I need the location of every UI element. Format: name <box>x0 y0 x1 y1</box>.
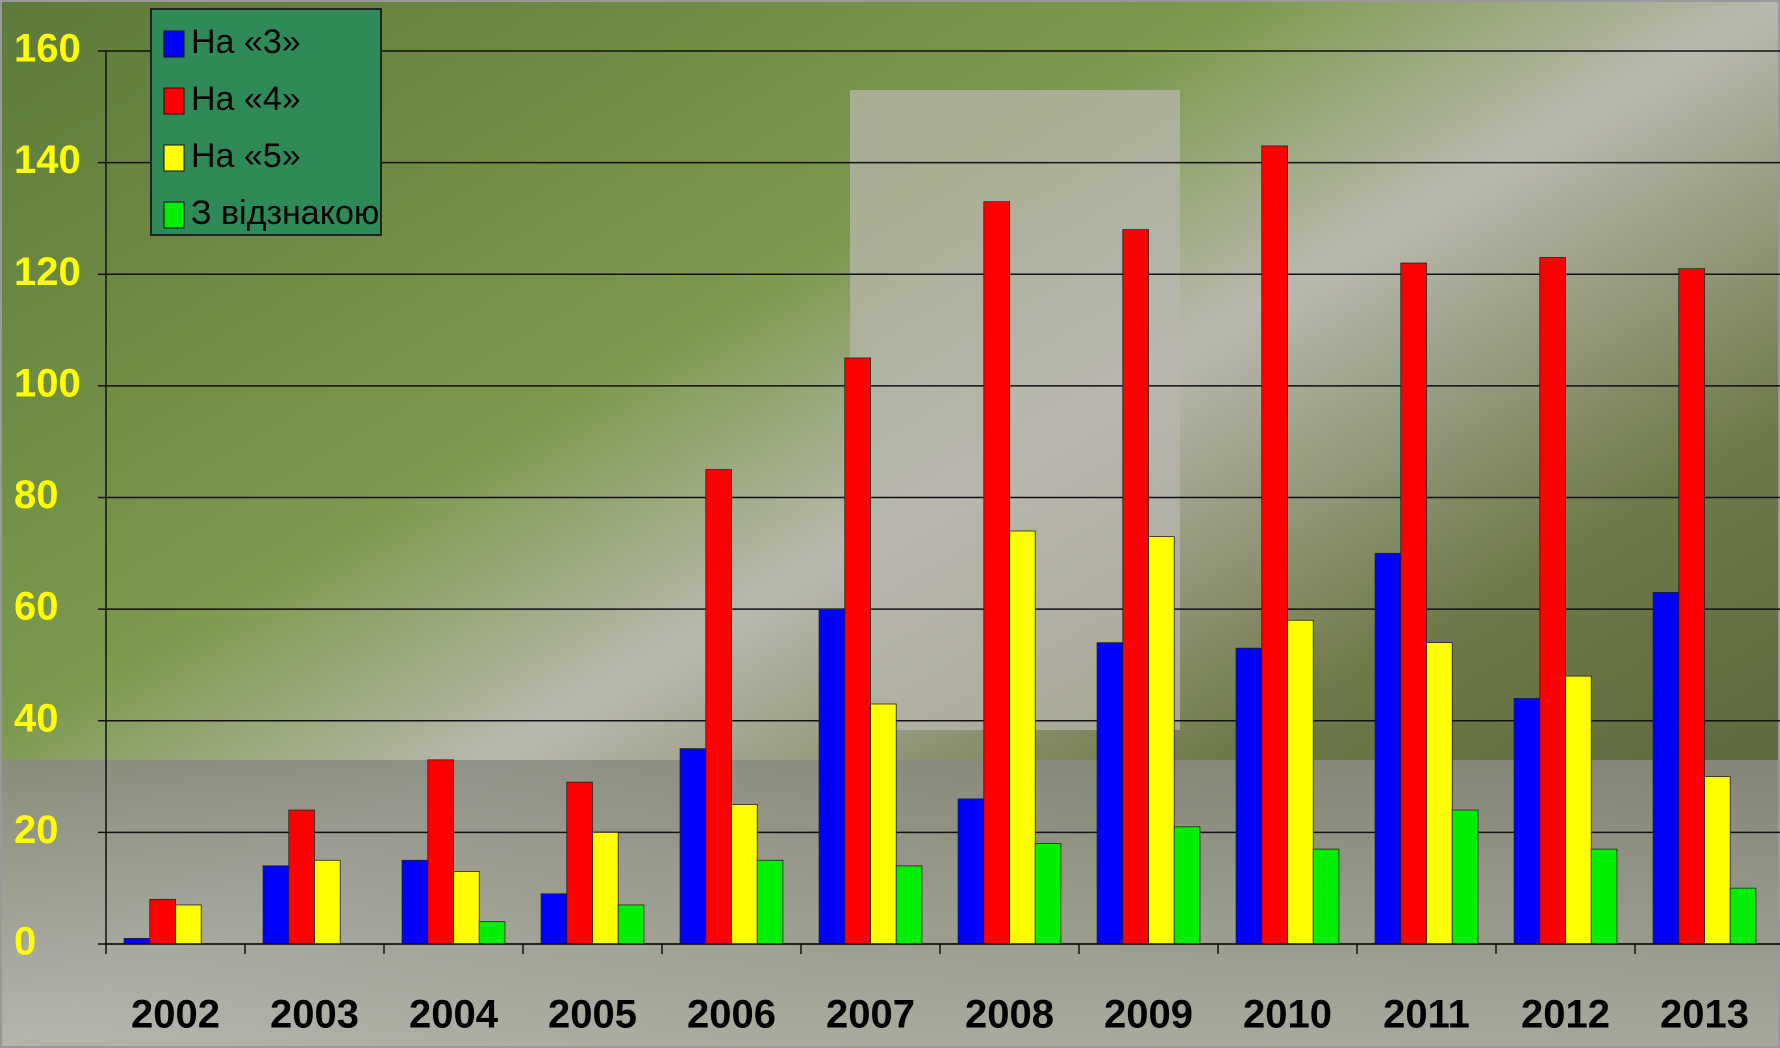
bar <box>1540 258 1566 944</box>
bar <box>150 899 176 944</box>
legend-label: На «4» <box>191 80 301 118</box>
x-tick-label: 2008 <box>965 993 1054 1037</box>
bar <box>618 905 644 944</box>
bar <box>757 860 783 944</box>
bar <box>958 799 984 944</box>
bar <box>1653 592 1679 944</box>
x-tick-label: 2002 <box>131 993 220 1037</box>
bar <box>428 760 454 944</box>
x-tick-label: 2009 <box>1104 993 1193 1037</box>
bar <box>124 938 150 944</box>
bar <box>1375 553 1401 944</box>
bar <box>1097 643 1123 944</box>
y-tick-label: 40 <box>14 696 59 740</box>
bar <box>1149 537 1175 944</box>
bar <box>402 860 428 944</box>
y-tick-label: 20 <box>14 808 59 852</box>
y-tick-label: 60 <box>14 585 59 629</box>
y-tick-label: 0 <box>14 920 36 964</box>
bar <box>567 782 593 944</box>
bar <box>454 871 480 944</box>
bar <box>263 866 289 944</box>
bar <box>706 470 732 944</box>
x-tick-label: 2013 <box>1660 993 1749 1037</box>
legend-swatch <box>164 88 184 114</box>
y-tick-label: 80 <box>14 473 59 517</box>
legend: На «3» На «4» На «5» З відзнакою <box>151 9 381 235</box>
bar <box>984 202 1010 944</box>
bar <box>1174 827 1200 944</box>
y-tick-label: 100 <box>14 361 81 405</box>
bar <box>845 358 871 944</box>
x-tick-label: 2011 <box>1383 993 1470 1037</box>
bar <box>1452 810 1478 944</box>
page: {"chart_data": {"type": "bar", "categori… <box>0 0 1780 1048</box>
bar <box>315 860 341 944</box>
bar <box>1288 620 1314 944</box>
legend-label: На «3» <box>191 23 301 61</box>
x-tick-label: 2012 <box>1521 993 1610 1037</box>
chart: 0 20 40 60 80 100 120 140 160 2002 2003 2004 2005 200… <box>0 0 1780 1048</box>
bar <box>1679 269 1705 944</box>
y-tick-label: 120 <box>14 250 81 294</box>
bar <box>1236 648 1262 944</box>
x-tick-label: 2004 <box>409 993 499 1037</box>
bar <box>1427 643 1453 944</box>
bar <box>871 704 897 944</box>
legend-label: З відзнакою <box>191 194 379 232</box>
bar <box>680 749 706 944</box>
bar <box>896 866 922 944</box>
bar <box>593 832 619 944</box>
y-tick-label: 160 <box>14 27 81 71</box>
bar <box>1705 777 1731 944</box>
y-tick-label: 140 <box>14 138 81 182</box>
bar <box>1566 676 1592 944</box>
bar <box>289 810 315 944</box>
bar <box>1730 888 1756 944</box>
bar <box>479 922 505 944</box>
x-tick-label: 2006 <box>687 993 776 1037</box>
x-tick-label: 2010 <box>1243 993 1332 1037</box>
x-tick-label: 2007 <box>826 993 915 1037</box>
bar <box>1591 849 1617 944</box>
bar <box>1401 263 1427 944</box>
bar <box>1262 146 1288 944</box>
bar <box>732 804 758 944</box>
bar <box>541 894 567 944</box>
legend-swatch <box>164 202 184 228</box>
legend-label: На «5» <box>191 137 301 175</box>
legend-swatch <box>164 145 184 171</box>
legend-swatch <box>164 31 184 57</box>
x-tick-label: 2005 <box>548 993 637 1037</box>
x-tick-label: 2003 <box>270 993 359 1037</box>
bar <box>176 905 202 944</box>
bar <box>1010 531 1036 944</box>
bar <box>1035 844 1061 944</box>
bar <box>1313 849 1339 944</box>
bar <box>1123 230 1149 944</box>
bar <box>1514 698 1540 944</box>
bar <box>819 609 845 944</box>
